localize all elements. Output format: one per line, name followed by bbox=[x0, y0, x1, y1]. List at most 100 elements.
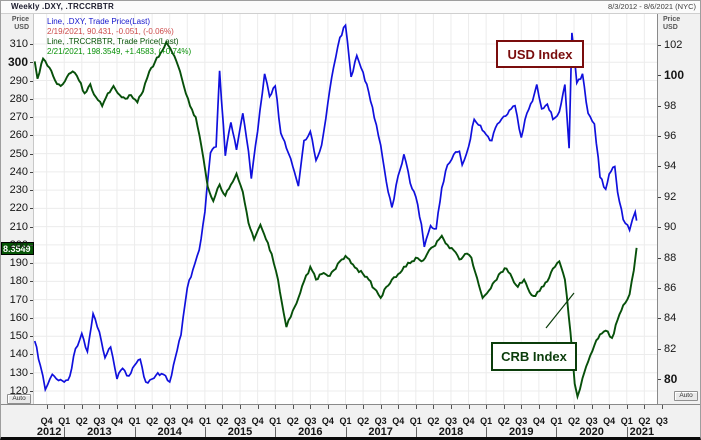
quarter-label: Q3 bbox=[515, 416, 528, 426]
time-axis-tick-mark bbox=[81, 405, 83, 409]
right-axis-title: Price USD bbox=[663, 16, 680, 32]
quarter-label: Q4 bbox=[392, 416, 405, 426]
usd-index-annotation[interactable]: USD Index bbox=[496, 40, 584, 68]
right-axis-tick-label: 82 bbox=[664, 342, 677, 355]
year-label: 2017 bbox=[368, 426, 393, 438]
quarter-label: Q3 bbox=[234, 416, 247, 426]
right-axis-tick-label: 86 bbox=[664, 281, 677, 294]
legend-dxy-quote: 2/19/2021, 90.431, -0.051, (-0.06%) bbox=[47, 27, 174, 36]
left-price-axis[interactable]: Price USD 8.3549 Auto 310 300 290 280 270 260… bbox=[1, 14, 34, 404]
time-axis-tick-mark bbox=[503, 405, 505, 409]
right-axis-tick-label: 96 bbox=[664, 130, 677, 143]
right-axis-auto-button[interactable]: Auto bbox=[674, 391, 698, 401]
time-axis-tick-mark bbox=[345, 405, 347, 409]
quarter-label: Q3 bbox=[163, 416, 176, 426]
date-range-label: 8/3/2012 - 8/6/2021 (NYC) bbox=[608, 2, 696, 11]
time-axis-tick-mark bbox=[661, 405, 663, 409]
left-axis-title-line1: Price bbox=[11, 16, 29, 23]
chart-plot-area[interactable]: Line, .DXY, Trade Price(Last) 2/19/2021,… bbox=[34, 14, 657, 404]
right-axis-tick-label: 84 bbox=[664, 312, 677, 325]
year-label: 2014 bbox=[157, 426, 182, 438]
right-axis-tick-mark bbox=[658, 105, 661, 107]
left-axis-auto-button[interactable]: Auto bbox=[7, 394, 31, 404]
left-axis-tick-mark bbox=[30, 372, 33, 374]
time-axis-tick-mark bbox=[187, 405, 189, 409]
year-separator bbox=[275, 427, 277, 437]
quarter-label: Q1 bbox=[269, 416, 282, 426]
time-axis-tick-mark bbox=[152, 405, 154, 409]
year-axis-row: 2012 2013 2014 2015 2016 2017 2018 2019 2020 2021 bbox=[1, 426, 700, 438]
time-axis-tick-mark bbox=[363, 405, 365, 409]
quarter-label: Q2 bbox=[427, 416, 440, 426]
quarter-label: Q3 bbox=[93, 416, 106, 426]
year-separator bbox=[64, 427, 66, 437]
left-axis-tick-mark bbox=[30, 244, 33, 246]
quarter-label: Q4 bbox=[532, 416, 545, 426]
right-axis-tick-mark bbox=[658, 75, 661, 77]
left-axis-tick-label: 170 bbox=[9, 293, 28, 306]
quarter-label: Q4 bbox=[181, 416, 194, 426]
quarter-label: Q2 bbox=[638, 416, 651, 426]
left-axis-tick-label: 130 bbox=[9, 366, 28, 379]
quarter-label: Q3 bbox=[655, 416, 668, 426]
right-axis-tick-mark bbox=[658, 318, 661, 320]
quarter-label: Q1 bbox=[480, 416, 493, 426]
quarter-label: Q2 bbox=[75, 416, 88, 426]
quarter-label: Q4 bbox=[321, 416, 334, 426]
left-axis-tick-label: 190 bbox=[9, 257, 28, 270]
left-axis-tick-label: 240 bbox=[9, 165, 28, 178]
left-axis-tick-mark bbox=[30, 299, 33, 301]
right-axis-tick-label: 102 bbox=[664, 39, 683, 51]
left-axis-tick-mark bbox=[30, 135, 33, 137]
quarter-label: Q4 bbox=[110, 416, 123, 426]
left-axis-tick-mark bbox=[30, 281, 33, 283]
chart-titlebar: Weekly .DXY, .TRCCRBTR 8/3/2012 - 8/6/20… bbox=[1, 1, 700, 14]
quarter-label: Q4 bbox=[603, 416, 616, 426]
left-axis-tick-label: 250 bbox=[9, 147, 28, 160]
left-axis-tick-mark bbox=[30, 354, 33, 356]
time-axis-tick-mark bbox=[398, 405, 400, 409]
left-axis-title: Price USD bbox=[12, 16, 29, 32]
crb-index-series-line bbox=[34, 40, 638, 401]
year-separator bbox=[415, 427, 417, 437]
left-axis-tick-mark bbox=[30, 263, 33, 265]
right-axis-tick-label: 100 bbox=[664, 68, 685, 83]
time-axis-tick-mark bbox=[468, 405, 470, 409]
right-axis-tick-mark bbox=[658, 136, 661, 138]
quarter-label: Q2 bbox=[286, 416, 299, 426]
legend-crb-quote: 2/21/2021, 198.3549, +1.4583, (+0.74%) bbox=[47, 47, 192, 56]
year-label: 2018 bbox=[438, 426, 464, 438]
left-axis-tick-label: 200 bbox=[9, 238, 28, 251]
crb-index-annotation[interactable]: CRB Index bbox=[491, 342, 577, 371]
quarter-label: Q1 bbox=[339, 416, 352, 426]
right-axis-tick-label: 90 bbox=[664, 221, 677, 234]
left-axis-tick-label: 210 bbox=[9, 220, 28, 233]
series-canvas bbox=[34, 14, 657, 404]
time-axis-tick-mark bbox=[64, 405, 66, 409]
usd-index-series-line bbox=[34, 23, 638, 393]
year-separator bbox=[134, 427, 136, 437]
right-axis-title-line2: USD bbox=[663, 24, 678, 31]
right-axis-tick-mark bbox=[658, 45, 661, 46]
left-axis-tick-label: 300 bbox=[7, 55, 28, 70]
time-axis[interactable]: Q4 Q1 Q2 Q3 Q4 Q1 Q2 Q3 Q4 Q1 Q2 Q3 Q4 Q1 Q2 Q3 Q4 Q1 Q2 Q3… bbox=[1, 404, 700, 428]
right-axis-tick-mark bbox=[658, 227, 661, 229]
left-axis-tick-mark bbox=[30, 117, 33, 119]
year-label: 2019 bbox=[509, 426, 534, 438]
quarter-label: Q2 bbox=[146, 416, 159, 426]
left-axis-tick-mark bbox=[30, 80, 33, 82]
left-axis-tick-label: 140 bbox=[9, 348, 28, 361]
left-axis-tick-label: 150 bbox=[9, 330, 28, 343]
right-axis-tick-mark bbox=[658, 166, 661, 168]
chart-title: Weekly .DXY, .TRCCRBTR bbox=[11, 2, 114, 11]
left-axis-tick-label: 280 bbox=[9, 92, 28, 105]
right-price-axis[interactable]: Price USD 90.431 Auto 102100989694929088… bbox=[657, 14, 700, 404]
year-separator bbox=[486, 427, 488, 437]
left-axis-tick-label: 310 bbox=[9, 38, 28, 50]
quarter-label: Q1 bbox=[409, 416, 422, 426]
time-axis-tick-mark bbox=[222, 405, 224, 409]
time-axis-tick-mark bbox=[644, 405, 646, 409]
left-axis-tick-mark bbox=[30, 336, 33, 338]
left-axis-tick-mark bbox=[30, 208, 33, 210]
legend-crb-line: Line, .TRCCRBTR, Trade Price(Last) bbox=[47, 37, 179, 46]
